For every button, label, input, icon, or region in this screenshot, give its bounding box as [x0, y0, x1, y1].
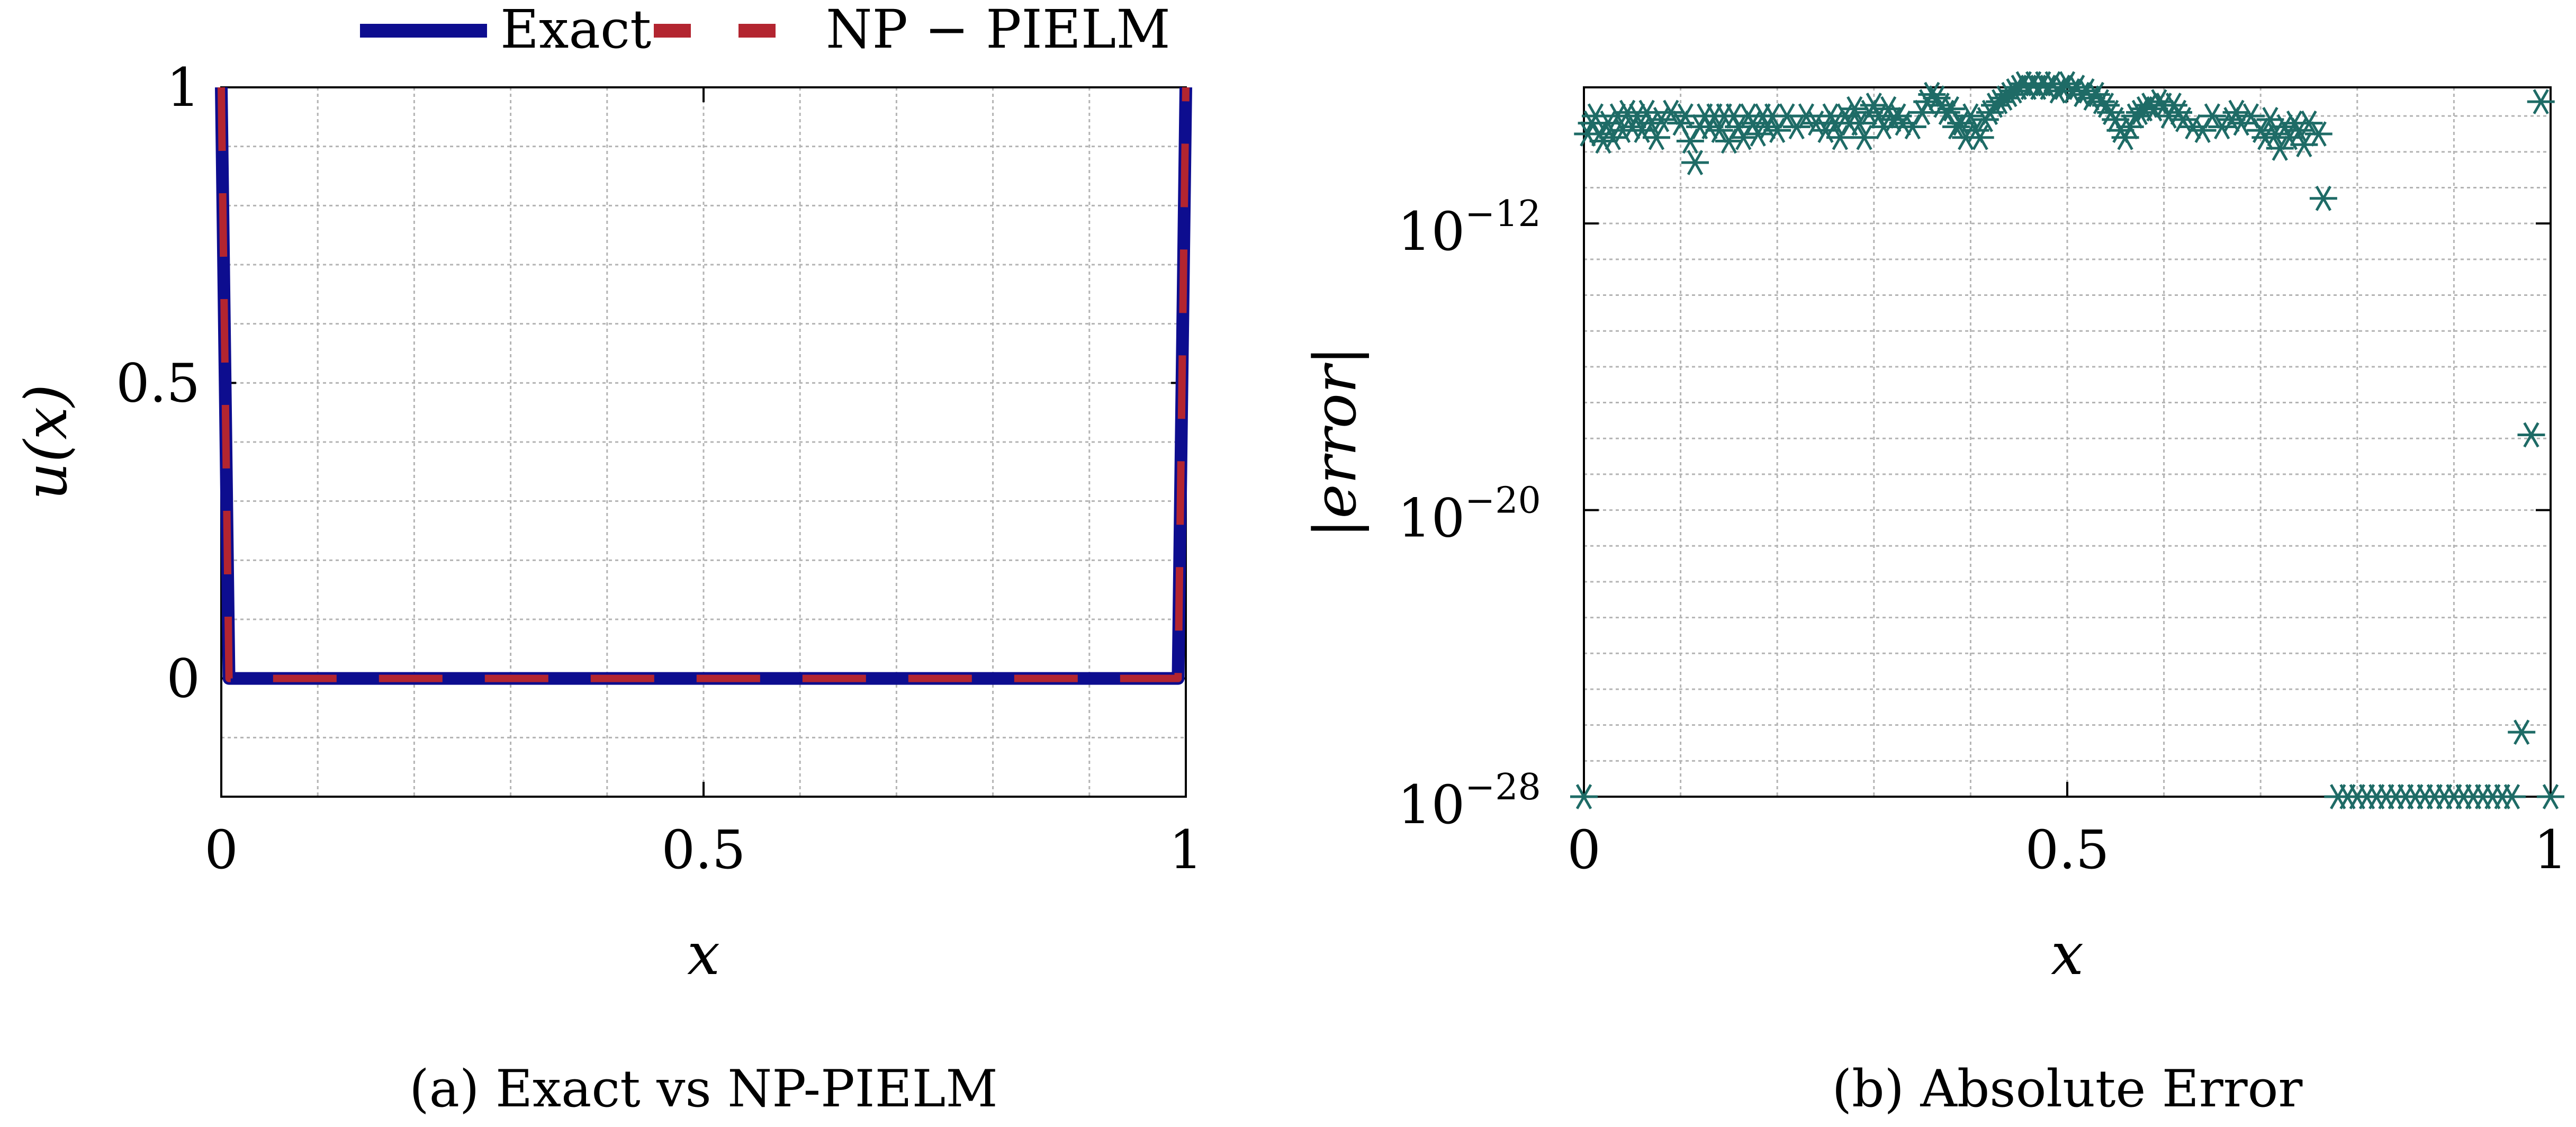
caption-b: (b) Absolute Error	[1832, 1059, 2303, 1119]
grid-a	[221, 87, 1186, 797]
scatter-points	[1570, 71, 2564, 809]
x-tick-label: 0.5	[661, 819, 745, 881]
x-tick-label: 0	[204, 819, 238, 881]
error-point	[2198, 103, 2226, 129]
y-tick-label: 1	[166, 57, 200, 119]
ticks-b	[1583, 87, 2552, 798]
x-tick-label: 0.5	[2025, 819, 2109, 881]
plot-frame-b	[1583, 86, 2552, 798]
series-a	[215, 87, 1192, 685]
error-point	[2087, 89, 2115, 114]
error-point	[1845, 110, 1874, 136]
error-point	[2179, 114, 2207, 140]
legend-label-exact: Exact	[500, 0, 651, 60]
error-point	[2537, 784, 2564, 809]
caption-a: (a) Exact vs NP-PIELM	[409, 1059, 997, 1119]
tick-labels-b: 0 0.5 1 10−12 10−20 10−28	[1398, 193, 2568, 881]
y-axis-label-a: u(x)	[12, 384, 80, 500]
y-axis-label-b: |error|	[1301, 346, 1369, 538]
y-tick-label: 10−20	[1398, 480, 1541, 549]
error-point	[2517, 422, 2545, 448]
error-point	[1681, 150, 1709, 175]
error-point	[1850, 124, 1878, 150]
error-point	[1705, 118, 1733, 143]
tick-labels-a: 0 0.5 1 0 0.5 1	[116, 57, 1203, 881]
error-point	[1841, 96, 1869, 122]
y-tick-label: 10−12	[1398, 193, 1541, 263]
error-point	[1589, 128, 1617, 154]
x-axis-label-a: x	[687, 920, 720, 988]
series-np-pielm	[218, 87, 1190, 682]
error-point	[2498, 784, 2526, 809]
error-point	[1782, 114, 1811, 140]
error-point	[2266, 136, 2294, 161]
error-point	[1570, 784, 1598, 809]
legend: Exact NP − PIELM	[360, 0, 1170, 60]
error-point	[1918, 82, 1946, 107]
x-tick-label: 1	[2534, 819, 2568, 881]
grid-b	[1584, 87, 2551, 797]
error-point	[1889, 110, 1917, 136]
error-point	[2304, 121, 2332, 147]
error-point	[1657, 100, 1685, 125]
x-tick-label: 0	[1567, 819, 1601, 881]
error-point	[2309, 185, 2337, 211]
y-tick-label: 0	[166, 648, 200, 710]
error-point	[1966, 124, 1994, 150]
error-point	[2295, 110, 2323, 136]
error-point	[2188, 118, 2217, 143]
error-point	[1637, 110, 1665, 136]
error-point	[1879, 107, 1907, 132]
error-point	[2527, 89, 2555, 114]
error-point	[1730, 124, 1758, 150]
x-tick-label: 1	[1169, 819, 1203, 881]
panel-absolute-error: 0 0.5 1 10−12 10−20 10−28 x |error| (b) Absol…	[1301, 71, 2568, 1119]
y-tick-label: 10−28	[1398, 767, 1541, 836]
error-point	[1642, 124, 1670, 150]
legend-label-np-pielm: NP − PIELM	[826, 0, 1170, 60]
y-tick-label: 0.5	[116, 352, 200, 414]
error-point	[2508, 719, 2536, 745]
error-point	[1957, 103, 1985, 129]
x-axis-label-b: x	[2051, 920, 2084, 988]
panel-exact-vs-pielm: 0 0.5 100.51 x u(x) (a) Exact vs NP-PIELM …	[12, 0, 1203, 1119]
